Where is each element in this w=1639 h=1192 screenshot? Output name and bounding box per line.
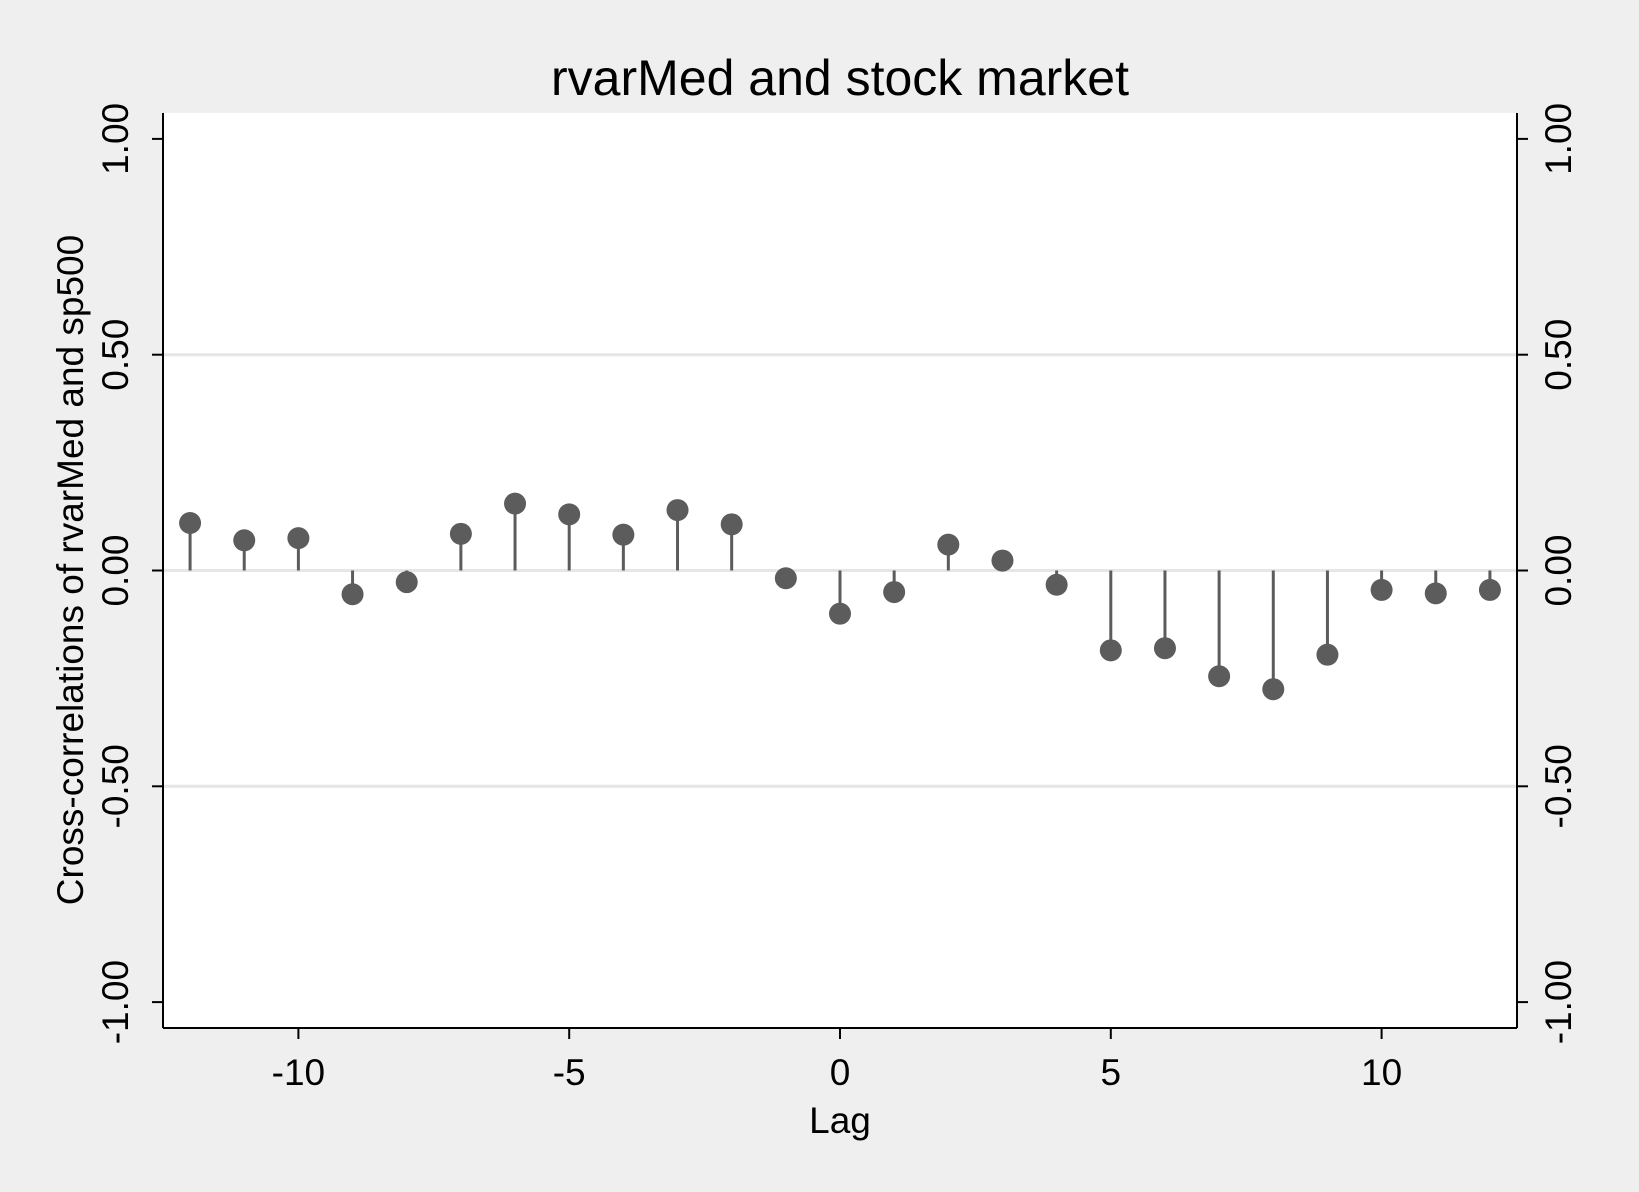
y-tick-label-left: -1.00 (95, 960, 136, 1044)
correlation-point (395, 571, 418, 594)
correlation-point (1153, 637, 1176, 660)
correlation-point (1478, 578, 1501, 601)
correlation-point (1045, 573, 1068, 596)
chart-title: rvarMed and stock market (551, 50, 1129, 106)
correlation-point (1424, 582, 1447, 605)
correlation-point (774, 567, 797, 590)
correlation-point (666, 499, 689, 522)
y-tick-label-left: 0.00 (95, 534, 136, 606)
correlation-point (287, 527, 310, 550)
data-marks (179, 492, 1501, 701)
correlation-point (179, 512, 202, 535)
y-tick-label-right: 0.50 (1538, 319, 1579, 391)
x-tick-label: 5 (1101, 1052, 1122, 1093)
correlation-point (720, 513, 743, 536)
y-tick-label-right: 0.00 (1538, 534, 1579, 606)
correlation-point (829, 602, 851, 625)
correlation-point (504, 492, 527, 515)
x-tick-label: 10 (1361, 1052, 1402, 1093)
y-tick-label-left: 1.00 (95, 103, 136, 175)
correlation-point (1208, 665, 1231, 688)
correlation-point (937, 533, 960, 556)
correlation-point (449, 522, 472, 545)
x-axis-label: Lag (809, 1100, 871, 1141)
y-tick-label-right: 1.00 (1538, 103, 1579, 175)
correlation-point (233, 529, 256, 552)
correlation-point (1262, 678, 1285, 701)
correlation-point (612, 523, 635, 546)
ticks: 1.00 1.00 0.50 0.50 0.00 0.00 -0.50 -0.50 -1.00 -… (95, 103, 1579, 1093)
correlation-point (1370, 578, 1393, 601)
y-tick-label-left: 0.50 (95, 319, 136, 391)
correlation-point (558, 503, 581, 526)
x-tick-label: 0 (830, 1052, 851, 1093)
y-tick-label-right: -1.00 (1538, 960, 1579, 1044)
correlation-point (1316, 643, 1339, 666)
correlation-point (883, 581, 906, 604)
correlation-point (1099, 639, 1122, 662)
correlation-point (991, 549, 1014, 572)
correlation-point (341, 583, 364, 606)
y-tick-label-right: -0.50 (1538, 744, 1579, 828)
y-axis-label: Cross-correlations of rvarMed and sp500 (50, 235, 91, 905)
y-tick-label-left: -0.50 (95, 744, 136, 828)
x-tick-label: -10 (272, 1052, 325, 1093)
x-tick-label: -5 (553, 1052, 586, 1093)
